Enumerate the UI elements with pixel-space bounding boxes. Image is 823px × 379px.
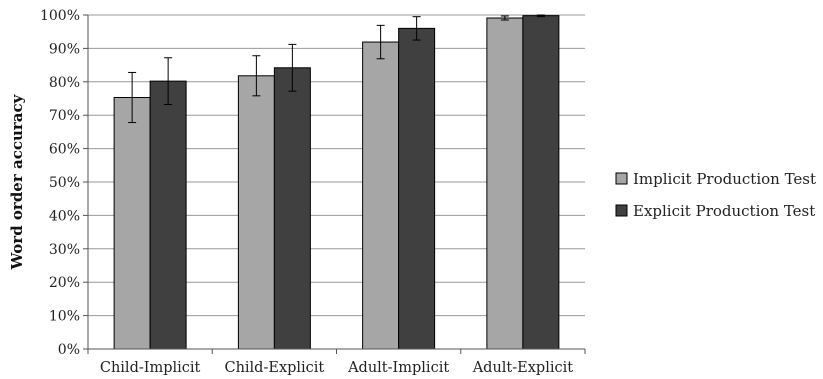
legend-item: Implicit Production Test xyxy=(615,170,816,188)
bar-adult-implicit-implicit xyxy=(362,41,400,350)
legend-swatch xyxy=(615,204,628,217)
y-tick-label: 80% xyxy=(49,75,80,91)
y-axis-label: Word order accuracy xyxy=(8,93,26,270)
legend-label: Explicit Production Test xyxy=(633,202,815,220)
x-axis-categories: Child-Implicit Child-Explicit Adult-Implic… xyxy=(100,360,573,376)
error-bar xyxy=(536,14,545,18)
bar-child-explicit-implicit xyxy=(237,75,275,350)
y-tick-label: 10% xyxy=(49,309,80,325)
bar-adult-implicit-explicit xyxy=(398,27,436,350)
error-bars xyxy=(128,14,545,124)
bars xyxy=(113,15,560,350)
bar-child-implicit-explicit xyxy=(149,80,187,350)
error-bar xyxy=(500,15,509,21)
x-category-label: Adult-Explicit xyxy=(472,360,574,376)
legend-swatch xyxy=(615,172,628,185)
error-bar xyxy=(288,43,297,92)
y-axis-ticks: 0% 10% 20% 30% 40% 50% 60% 70% 80% 90% 100% xyxy=(40,8,88,358)
x-category-label: Child-Implicit xyxy=(100,360,201,376)
y-tick-label: 90% xyxy=(49,41,80,57)
error-bar xyxy=(164,57,173,106)
y-tick-label: 100% xyxy=(40,8,80,24)
bar-child-implicit-implicit xyxy=(113,96,151,350)
y-tick-label: 20% xyxy=(49,275,80,291)
y-tick-label: 40% xyxy=(49,208,80,224)
bar-adult-explicit-implicit xyxy=(486,17,524,350)
y-tick-label: 50% xyxy=(49,175,80,191)
axes xyxy=(87,15,586,354)
error-bar xyxy=(128,71,137,124)
legend-item: Explicit Production Test xyxy=(615,202,815,220)
legend: Implicit Production Test Explicit Product… xyxy=(615,170,816,220)
y-tick-label: 70% xyxy=(49,108,80,124)
y-tick-label: 30% xyxy=(49,242,80,258)
y-tick-label: 60% xyxy=(49,142,80,158)
y-tick-label: 0% xyxy=(58,342,80,358)
x-category-label: Child-Explicit xyxy=(224,360,324,376)
bar-child-explicit-explicit xyxy=(273,67,311,350)
bar-adult-explicit-explicit xyxy=(522,15,560,350)
error-bar xyxy=(252,55,261,97)
error-bar xyxy=(376,24,385,60)
error-bar xyxy=(412,16,421,41)
legend-label: Implicit Production Test xyxy=(633,170,816,188)
x-category-label: Adult-Implicit xyxy=(347,360,449,376)
